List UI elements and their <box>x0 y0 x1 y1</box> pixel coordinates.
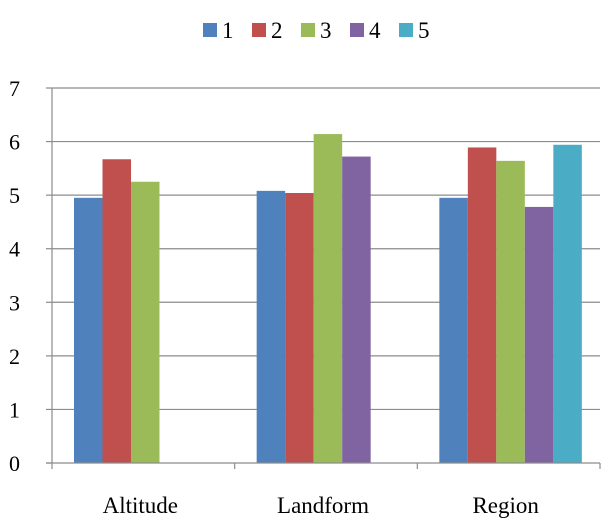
y-tick-label: 5 <box>9 183 20 208</box>
y-tick-label: 1 <box>9 397 20 422</box>
bar-landform-series-4 <box>342 156 371 464</box>
y-tick-label: 3 <box>9 290 20 315</box>
y-axis-ticks: 0 1 2 3 4 5 6 7 <box>9 76 20 476</box>
x-category-label-region: Region <box>472 493 539 518</box>
y-tick-label: 0 <box>9 451 20 476</box>
y-tick-label: 2 <box>9 344 20 369</box>
bar-landform-series-1 <box>256 190 286 463</box>
x-category-label-landform: Landform <box>277 493 369 518</box>
legend-swatch-1 <box>203 23 217 37</box>
bar-landform-series-3 <box>313 134 343 464</box>
legend: 1 2 3 4 5 <box>203 18 430 43</box>
bar-region-series-1 <box>439 197 468 464</box>
legend-label-5: 5 <box>418 18 430 43</box>
bar-region-series-4 <box>524 206 554 463</box>
legend-label-4: 4 <box>369 18 381 43</box>
x-category-label-altitude: Altitude <box>103 493 178 518</box>
y-tick-label: 7 <box>9 76 20 101</box>
bar-region-series-3 <box>496 160 525 463</box>
legend-swatch-4 <box>350 23 364 37</box>
bar-altitude-series-1 <box>74 197 103 464</box>
bars <box>74 134 582 464</box>
legend-label-2: 2 <box>271 18 283 43</box>
x-axis-labels: Altitude Landform Region <box>103 493 540 518</box>
legend-swatch-5 <box>399 23 413 37</box>
legend-label-3: 3 <box>320 18 332 43</box>
legend-swatch-3 <box>301 23 315 37</box>
bar-region-series-5 <box>553 144 582 464</box>
bar-altitude-series-2 <box>102 159 131 463</box>
legend-label-1: 1 <box>222 18 234 43</box>
y-tick-label: 6 <box>9 130 20 155</box>
legend-swatch-2 <box>252 23 266 37</box>
bar-region-series-2 <box>467 147 497 463</box>
bar-landform-series-2 <box>285 193 314 463</box>
bar-altitude-series-3 <box>131 181 160 463</box>
axes <box>46 87 601 469</box>
y-tick-label: 4 <box>9 237 20 262</box>
